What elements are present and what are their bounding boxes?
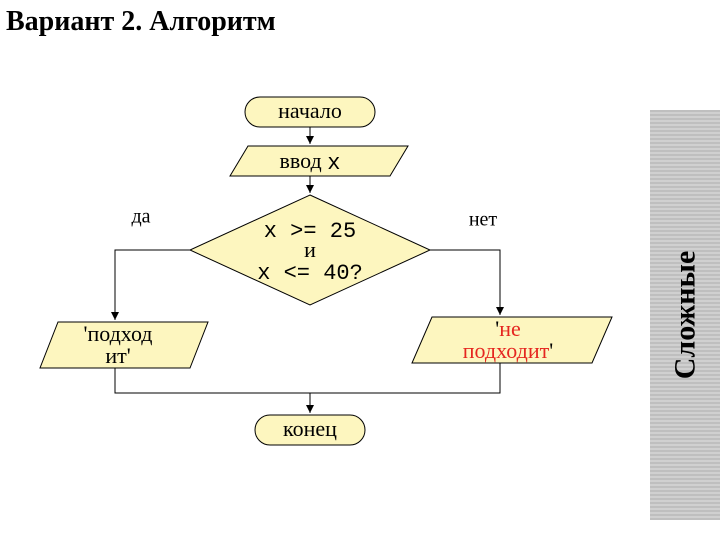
node-start-label: начало [278, 98, 342, 123]
edge-no [430, 250, 500, 315]
yes-out-line2: ит' [105, 343, 130, 368]
label-no: нет [469, 209, 498, 231]
label-yes: да [131, 206, 150, 228]
edge-yes [115, 250, 190, 320]
node-end-label: конец [283, 416, 337, 441]
flowchart: начало ввод x x >= 25 и x <= 40? да нет … [0, 0, 720, 540]
no-out-line2: подходит' [463, 338, 553, 363]
decision-line3: x <= 40? [257, 261, 363, 286]
node-input-label: ввод x [280, 148, 341, 176]
decision-line2: и [304, 237, 316, 262]
